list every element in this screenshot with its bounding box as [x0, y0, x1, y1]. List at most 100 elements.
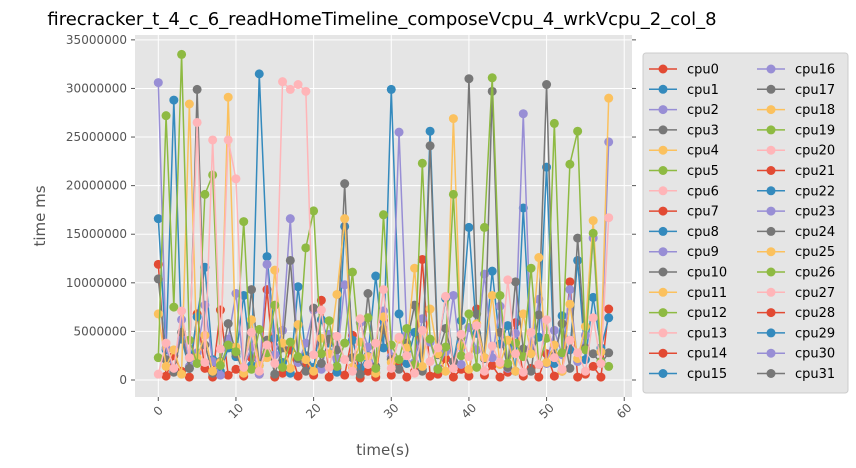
data-point — [472, 321, 482, 331]
legend-marker — [766, 287, 776, 297]
y-tick-label: 10000000 — [66, 276, 127, 290]
data-point — [588, 361, 598, 371]
data-point — [464, 364, 474, 374]
legend-label: cpu1 — [687, 83, 719, 98]
data-point — [379, 343, 388, 353]
data-point — [200, 330, 210, 340]
data-point — [262, 252, 272, 262]
legend-marker — [658, 267, 668, 277]
data-point — [301, 86, 311, 96]
legend-label: cpu12 — [687, 306, 727, 321]
data-point — [588, 216, 598, 226]
data-point — [573, 255, 583, 265]
data-point — [231, 347, 241, 357]
legend-marker — [766, 84, 776, 94]
data-point — [386, 84, 396, 94]
data-point — [184, 353, 194, 363]
legend-label: cpu21 — [795, 164, 835, 179]
data-point — [340, 355, 350, 365]
data-point — [495, 372, 505, 382]
data-point — [495, 301, 505, 311]
legend-marker — [766, 125, 776, 135]
data-point — [549, 118, 559, 128]
data-point — [604, 348, 614, 358]
legend-label: cpu2 — [687, 103, 719, 118]
legend-marker — [766, 369, 776, 378]
data-point — [278, 77, 288, 87]
data-point — [262, 340, 272, 350]
data-point — [394, 309, 404, 319]
legend-item-cpu18: cpu18 — [757, 103, 835, 118]
data-point — [503, 358, 513, 368]
data-point — [425, 334, 435, 344]
legend-marker — [766, 328, 776, 338]
y-tick-label: 25000000 — [66, 130, 127, 144]
legend-marker — [766, 105, 776, 115]
legend-label: cpu17 — [795, 83, 835, 98]
data-point — [425, 126, 435, 136]
data-point — [270, 300, 280, 310]
legend-item-cpu4: cpu4 — [649, 144, 719, 159]
legend-label: cpu14 — [687, 347, 727, 362]
data-point — [441, 342, 451, 352]
data-point — [604, 313, 614, 323]
data-point — [153, 78, 163, 88]
data-point — [518, 367, 528, 377]
legend-box — [642, 52, 849, 394]
data-point — [270, 369, 280, 379]
data-point — [161, 338, 171, 348]
data-point — [588, 228, 598, 238]
legend-label: cpu6 — [687, 184, 719, 199]
legend-marker — [766, 247, 776, 257]
data-point — [472, 362, 482, 372]
legend-item-cpu30: cpu30 — [757, 347, 835, 362]
data-point — [425, 371, 435, 381]
data-point — [417, 361, 427, 371]
data-point — [309, 366, 319, 376]
data-point — [549, 371, 559, 381]
data-point — [526, 349, 536, 359]
data-point — [246, 327, 256, 337]
x-tick-label: 10 — [226, 401, 247, 422]
data-point — [534, 372, 544, 382]
data-point — [192, 84, 202, 94]
data-point — [441, 366, 451, 376]
data-point — [464, 352, 474, 362]
data-point — [316, 358, 326, 368]
data-point — [223, 340, 233, 350]
data-point — [518, 203, 528, 213]
data-point — [363, 366, 373, 376]
data-point — [169, 95, 179, 105]
data-point — [192, 117, 202, 127]
data-point — [301, 355, 311, 365]
data-point — [565, 335, 575, 345]
y-tick-label: 35000000 — [66, 33, 127, 47]
x-tick-label: 50 — [536, 401, 557, 422]
data-point — [208, 366, 218, 376]
data-point — [448, 372, 458, 382]
chart-title: firecracker_t_4_c_6_readHomeTimeline_com… — [47, 9, 716, 30]
data-point — [511, 366, 521, 376]
data-point — [604, 304, 614, 314]
data-point — [565, 299, 575, 309]
data-point — [231, 364, 241, 374]
data-point — [487, 73, 497, 83]
data-point — [208, 135, 218, 145]
legend-marker — [658, 125, 668, 135]
data-point — [604, 93, 614, 103]
y-tick-label: 5000000 — [74, 324, 127, 338]
data-point — [394, 332, 404, 342]
legend-item-cpu10: cpu10 — [649, 266, 727, 281]
data-point — [534, 253, 544, 263]
data-point — [565, 285, 575, 295]
data-point — [231, 174, 241, 184]
data-point — [394, 127, 404, 137]
axis-ticks: 0 10 20 30 40 50 60 0 5000000 10000000 15000000 200… — [66, 33, 636, 421]
data-point — [433, 343, 443, 353]
data-point — [596, 372, 606, 382]
data-point — [565, 159, 575, 169]
data-point — [573, 126, 583, 136]
data-point — [573, 348, 583, 358]
legend-label: cpu10 — [687, 266, 727, 281]
